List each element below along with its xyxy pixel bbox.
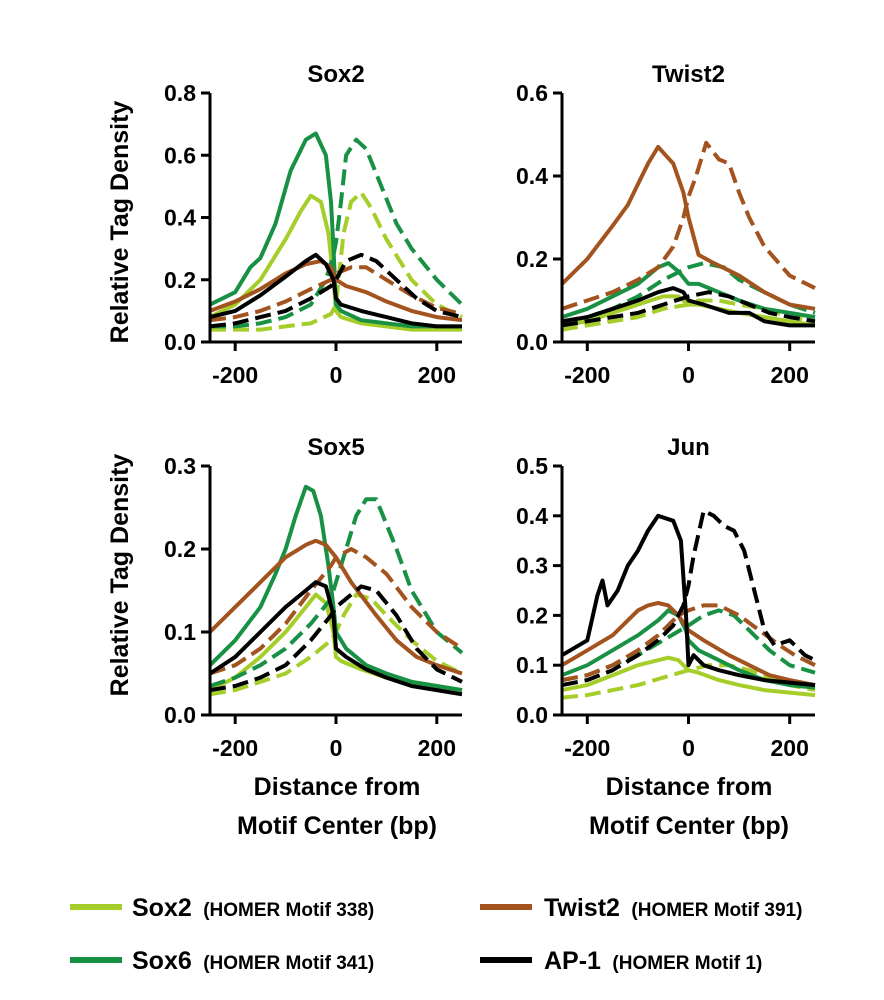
y-tick-label-sox5: 0.2 — [164, 536, 196, 562]
x-tick-label-sox5: 0 — [330, 735, 343, 761]
series-group-sox5 — [208, 484, 464, 697]
series-line-twist2-dashed-twist2 — [561, 140, 816, 311]
series-line-ap-1-dashed-sox5 — [209, 584, 463, 693]
series-line-sox6-solid-sox5 — [208, 484, 463, 693]
y-tick-label-twist2: 0.2 — [516, 246, 548, 272]
y-tick-label-sox2: 0.8 — [164, 80, 196, 106]
x-axis-title-right-line2: Motif Center (bp) — [589, 812, 789, 840]
legend-detail-twist2: (HOMER Motif 391) — [631, 900, 802, 921]
series-line-sox6-solid-twist2 — [561, 261, 816, 320]
y-tick-label-jun: 0.2 — [516, 602, 548, 628]
x-tick-label-jun: 0 — [682, 735, 695, 761]
legend-detail-sox6: (HOMER Motif 341) — [203, 953, 374, 974]
chart-panel-twist2: 0.0 0.2 0.4 0.6 -200 0 200 Twist2 — [516, 61, 816, 388]
y-tick-label-twist2: 0.0 — [516, 329, 548, 355]
panel-title-twist2: Twist2 — [652, 61, 725, 88]
y-tick-label-sox5: 0.3 — [164, 453, 196, 479]
legend-label-ap1: AP-1 (HOMER Motif 1) — [544, 947, 762, 975]
y-tick-label-sox2: 0.4 — [164, 205, 196, 231]
legend-item-twist2: Twist2 (HOMER Motif 391) — [480, 894, 802, 922]
series-line-sox2-solid-sox2 — [209, 193, 462, 332]
legend-label-sox6: Sox6 (HOMER Motif 341) — [132, 947, 374, 975]
y-axis-title-bottom: Relative Tag Density — [106, 454, 134, 697]
y-tick-label-sox2: 0.2 — [164, 267, 196, 293]
series-line-ap-1-dashed-twist2 — [561, 290, 816, 328]
series-line-ap-1-dashed-sox2 — [209, 252, 463, 329]
y-tick-label-sox2: 0.6 — [164, 142, 196, 168]
legend-item-sox2: Sox2 (HOMER Motif 338) — [70, 894, 374, 922]
panel-title-sox5: Sox5 — [307, 434, 364, 461]
series-line-sox2-dashed-sox2 — [210, 190, 463, 332]
y-tick-label-jun: 0.1 — [516, 652, 548, 678]
x-tick-label-sox2: -200 — [212, 362, 258, 388]
legend-item-sox6: Sox6 (HOMER Motif 341) — [70, 947, 374, 975]
legend-name-sox6: Sox6 — [132, 947, 192, 975]
x-tick-label-jun: -200 — [564, 735, 610, 761]
legend: Sox2 (HOMER Motif 338) Twist2 (HOMER Mot… — [70, 894, 802, 975]
series-line-sox6-dashed-sox2 — [210, 137, 464, 329]
y-tick-label-jun: 0.5 — [516, 453, 548, 479]
x-axis-title-left-line1: Distance from — [254, 773, 421, 801]
x-tick-label-twist2: -200 — [564, 362, 610, 388]
x-tick-label-sox5: -200 — [212, 735, 258, 761]
series-line-sox6-dashed-sox5 — [209, 497, 464, 688]
panel-title-sox2: Sox2 — [307, 61, 364, 88]
series-line-sox2-dashed-jun — [561, 663, 816, 700]
legend-name-ap1: AP-1 — [544, 947, 601, 975]
y-tick-label-sox5: 0.1 — [164, 619, 196, 645]
chart-panel-sox2: 0.0 0.2 0.4 0.6 0.8 -200 0 200 Sox2 — [164, 61, 464, 388]
series-line-ap-1-dashed-jun — [561, 508, 816, 688]
series-line-twist2-solid-sox2 — [209, 259, 463, 323]
legend-item-ap1: AP-1 (HOMER Motif 1) — [480, 947, 762, 975]
x-tick-label-twist2: 0 — [682, 362, 695, 388]
y-axis-title-top: Relative Tag Density — [106, 101, 134, 344]
y-tick-label-twist2: 0.4 — [516, 163, 548, 189]
chart-panels: 0.0 0.2 0.4 0.6 0.8 -200 0 200 Sox2 0.0 0.2 0.4 0.6 -… — [164, 61, 816, 761]
x-axis-title-right-line1: Distance from — [606, 773, 773, 801]
series-line-ap-1-solid-sox5 — [208, 580, 463, 697]
series-group-sox2 — [209, 131, 464, 332]
y-tick-label-twist2: 0.6 — [516, 80, 548, 106]
x-tick-label-twist2: 200 — [771, 362, 809, 388]
x-tick-label-sox2: 200 — [418, 362, 456, 388]
legend-name-sox2: Sox2 — [132, 894, 192, 922]
series-group-twist2 — [560, 140, 816, 332]
series-line-ap-1-solid-jun — [560, 513, 816, 688]
series-line-twist2-dashed-sox5 — [209, 547, 464, 676]
legend-label-sox2: Sox2 (HOMER Motif 338) — [132, 894, 374, 922]
chart-panel-jun: 0.0 0.1 0.2 0.3 0.4 0.5 -200 0 200 Jun — [516, 434, 816, 761]
legend-label-twist2: Twist2 (HOMER Motif 391) — [544, 894, 802, 922]
y-tick-label-jun: 0.3 — [516, 553, 548, 579]
series-line-twist2-solid-sox5 — [208, 538, 463, 676]
chart-panel-sox5: 0.0 0.1 0.2 0.3 -200 0 200 Sox5 — [164, 434, 464, 761]
legend-detail-sox2: (HOMER Motif 338) — [203, 900, 374, 921]
y-tick-label-sox5: 0.0 — [164, 702, 196, 728]
series-line-sox6-solid-sox2 — [209, 131, 462, 329]
series-line-sox2-solid-jun — [561, 655, 816, 698]
series-line-ap-1-solid-sox2 — [209, 252, 462, 329]
x-tick-label-sox2: 0 — [330, 362, 343, 388]
y-tick-label-jun: 0.0 — [516, 702, 548, 728]
x-tick-label-sox5: 200 — [418, 735, 456, 761]
legend-detail-ap1: (HOMER Motif 1) — [612, 953, 762, 974]
panel-title-jun: Jun — [667, 434, 710, 461]
series-line-twist2-solid-twist2 — [560, 144, 816, 311]
x-axis-title-left-line2: Motif Center (bp) — [237, 812, 437, 840]
x-tick-label-jun: 200 — [771, 735, 809, 761]
legend-name-twist2: Twist2 — [544, 894, 620, 922]
series-line-twist2-dashed-jun — [561, 603, 816, 683]
y-tick-label-jun: 0.4 — [516, 503, 548, 529]
series-line-twist2-solid-jun — [560, 601, 816, 688]
y-tick-label-sox2: 0.0 — [164, 329, 196, 355]
series-group-jun — [560, 508, 816, 700]
